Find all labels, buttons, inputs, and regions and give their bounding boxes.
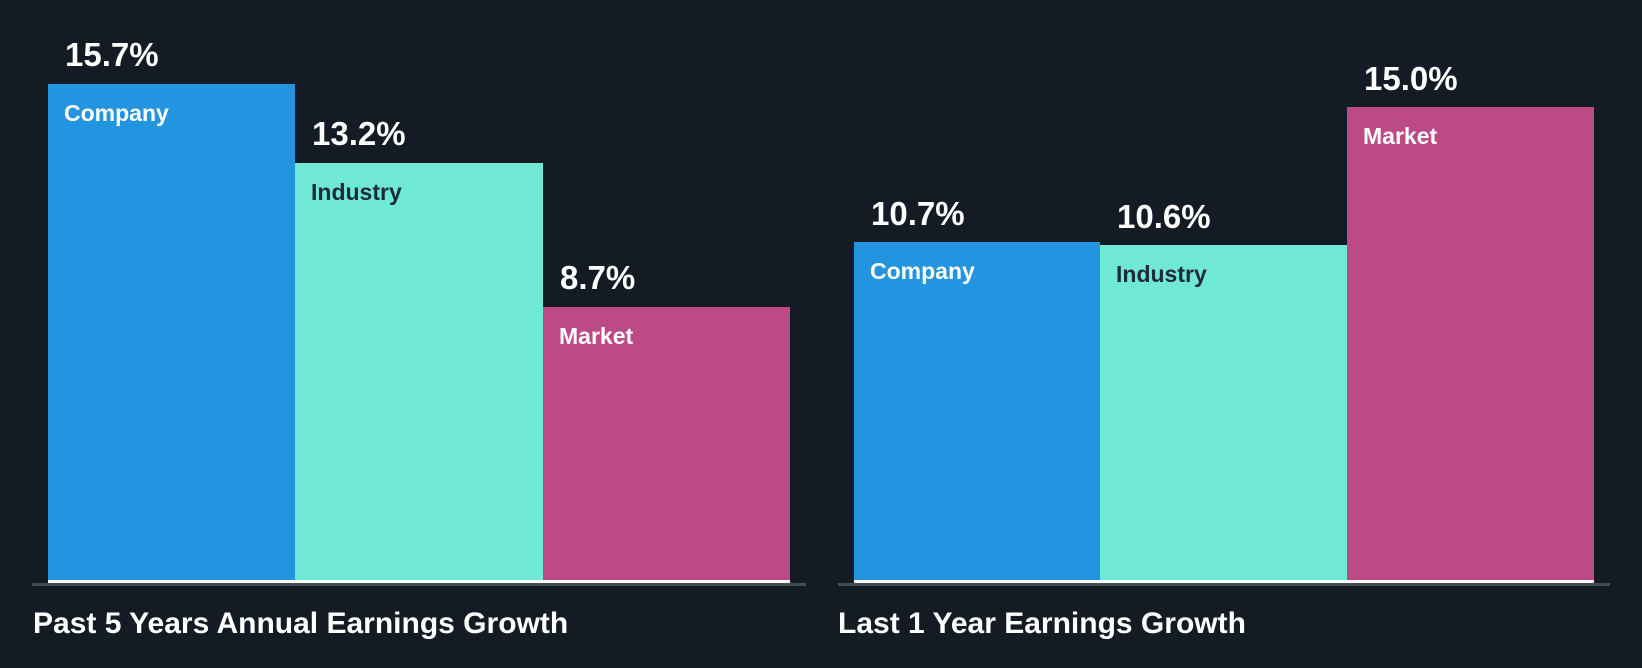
bar-market: Market — [1347, 107, 1594, 582]
value-label-company: 15.7% — [65, 36, 159, 73]
bar-industry: Industry — [1100, 245, 1347, 582]
bar-label-industry: Industry — [311, 179, 402, 205]
value-label-company: 10.7% — [871, 195, 965, 232]
x-axis-line — [32, 583, 806, 586]
value-label-industry: 10.6% — [1117, 198, 1211, 235]
bar-industry: Industry — [295, 163, 543, 582]
bar-company: Company — [48, 84, 295, 582]
bar-label-market: Market — [1363, 123, 1438, 149]
bar-market: Market — [543, 307, 790, 582]
bar-company: Company — [854, 242, 1100, 582]
bar-baseline — [854, 580, 1594, 583]
bar-label-company: Company — [870, 258, 975, 284]
value-label-market: 8.7% — [560, 259, 636, 296]
chart-title: Past 5 Years Annual Earnings Growth — [33, 607, 569, 640]
value-label-industry: 13.2% — [312, 115, 406, 152]
bar-baseline — [48, 580, 790, 583]
x-axis-line — [838, 583, 1610, 586]
bar-label-company: Company — [64, 100, 169, 126]
bar-label-market: Market — [559, 323, 634, 349]
bar-label-industry: Industry — [1116, 261, 1207, 287]
chart-panel-past-5-years: Company 15.7% Industry 13.2% Market 8.7%… — [32, 36, 806, 640]
chart-title: Last 1 Year Earnings Growth — [838, 607, 1246, 640]
value-label-market: 15.0% — [1364, 60, 1458, 97]
